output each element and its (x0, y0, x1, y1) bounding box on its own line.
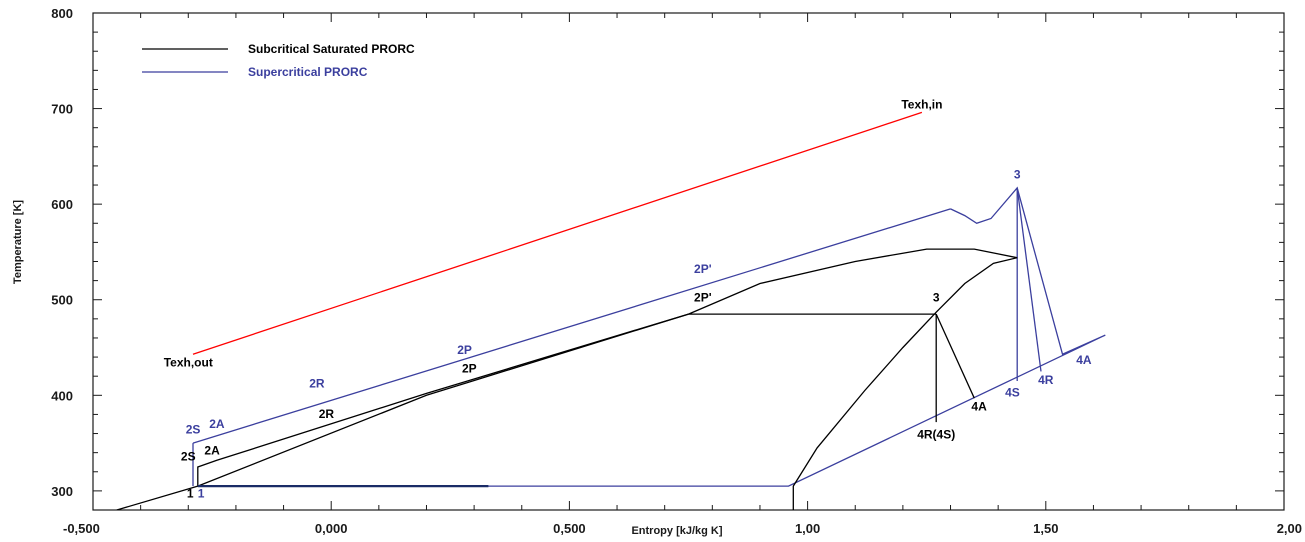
series-line-supercritical (1016, 187, 1042, 372)
point-label: 3 (933, 291, 940, 305)
point-label: 2P' (694, 262, 712, 276)
point-label: 2R (309, 377, 325, 391)
series-line-subcritical (116, 313, 937, 510)
point-label: Texh,in (901, 98, 942, 112)
legend-label-subcritical: Subcritical Saturated PRORC (248, 42, 415, 56)
plot-frame (92, 12, 1285, 511)
point-label: 2A (209, 417, 225, 431)
series-line-supercritical (192, 208, 951, 444)
y-tick-label: 500 (51, 293, 73, 308)
series-line-subcritical (197, 313, 689, 487)
series-group (116, 111, 1106, 510)
y-tick-label: 400 (51, 388, 73, 403)
point-label: 4A (971, 400, 987, 414)
point-label: 1 (198, 487, 205, 501)
y-tick-label: 700 (51, 102, 73, 117)
point-label: 2P' (694, 291, 712, 305)
x-tick-label: 1,50 (1033, 521, 1058, 536)
axis-ticks (92, 12, 1285, 511)
point-label: 2P (462, 361, 477, 375)
series-line-texh (192, 111, 923, 355)
y-tick-label: 300 (51, 484, 73, 499)
x-tick-label: 2,00 (1277, 521, 1302, 536)
point-label: 4R (1038, 373, 1054, 387)
series-line-saturation-dome (688, 248, 1018, 510)
legend: Subcritical Saturated PRORC Supercritica… (142, 42, 415, 79)
y-tick-label: 800 (51, 6, 73, 21)
point-label: 3 (1014, 167, 1021, 181)
series-line-subcritical (935, 313, 975, 399)
tick-labels: -0,500 0,000 0,500 1,00 1,50 2,00 300 400 500 600… (51, 6, 1302, 536)
y-tick-label: 600 (51, 197, 73, 212)
point-label: 2P (457, 343, 472, 357)
point-label: 1 (187, 487, 194, 501)
point-label: 2R (319, 407, 335, 421)
point-label: Texh,out (164, 356, 213, 370)
point-label: 4R(4S) (917, 427, 955, 441)
point-label: 2S (181, 449, 196, 463)
x-tick-label: 0,500 (553, 521, 586, 536)
x-tick-label: 1,00 (795, 521, 820, 536)
series-line-supercritical (197, 186, 1106, 487)
point-label: 4S (1005, 385, 1020, 399)
x-tick-label: -0,500 (63, 521, 100, 536)
legend-label-supercritical: Supercritical PRORC (248, 65, 368, 79)
y-axis-title: Temperature [K] (12, 200, 24, 284)
x-axis-title: Entropy [kJ/kg K] (631, 525, 722, 537)
point-label: 2S (186, 423, 201, 437)
x-tick-label: 0,000 (315, 521, 348, 536)
point-label: 4A (1076, 353, 1092, 367)
point-label: 2A (204, 444, 220, 458)
